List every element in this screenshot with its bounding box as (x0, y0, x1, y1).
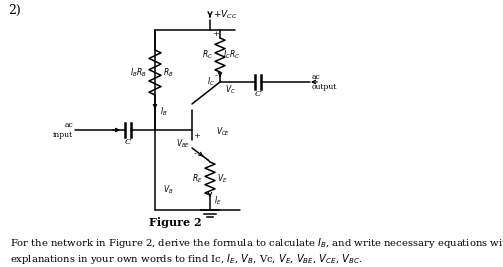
Text: $V_B$: $V_B$ (163, 184, 174, 196)
Text: $I_C R_C$: $I_C R_C$ (223, 49, 240, 61)
Text: $R_C$: $R_C$ (202, 49, 213, 61)
Text: ac
output: ac output (312, 73, 338, 91)
Text: +: + (194, 132, 200, 140)
Text: -: - (215, 72, 217, 80)
Text: $V_E$: $V_E$ (217, 172, 227, 185)
Text: $V_{CE}$: $V_{CE}$ (216, 126, 230, 138)
Text: For the network in Figure 2, derive the formula to calculate $I_B$, and write ne: For the network in Figure 2, derive the … (10, 236, 503, 250)
Text: 2): 2) (8, 3, 21, 17)
Text: C: C (255, 90, 261, 98)
Text: $I_B$: $I_B$ (160, 106, 167, 118)
Text: Figure 2: Figure 2 (149, 217, 201, 227)
Text: ac
input: ac input (53, 121, 73, 139)
Text: explanations in your own words to find Ic, $I_E$, $V_B$, Vc, $V_E$, $V_{BE}$, $V: explanations in your own words to find I… (10, 252, 363, 266)
Text: $V_C$: $V_C$ (225, 84, 236, 96)
Text: $I_C$: $I_C$ (207, 76, 215, 88)
Text: $I_B R_B$: $I_B R_B$ (130, 66, 147, 79)
Text: $+V_{CC}$: $+V_{CC}$ (213, 9, 237, 21)
Text: C: C (125, 138, 131, 146)
Text: $I_E$: $I_E$ (214, 195, 222, 207)
Text: $V_{BE}$: $V_{BE}$ (176, 138, 190, 150)
Text: $R_E$: $R_E$ (192, 172, 203, 185)
Text: +: + (213, 30, 219, 38)
Text: $R_B$: $R_B$ (163, 66, 174, 79)
Text: -: - (194, 150, 197, 158)
